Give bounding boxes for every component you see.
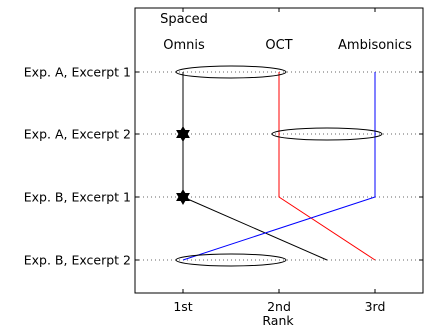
series-label: Omnis xyxy=(163,38,205,53)
tie-ellipse xyxy=(175,65,287,79)
significance-markers xyxy=(176,126,190,205)
series-line xyxy=(182,196,328,261)
significance-star xyxy=(176,193,190,205)
x-tick-labels: 1st 2nd 3rd xyxy=(173,299,385,314)
category-label: Exp. B, Excerpt 2 xyxy=(24,253,131,268)
axis-ticks xyxy=(135,8,423,293)
tie-ellipse xyxy=(271,127,383,141)
x-axis-label: Rank xyxy=(262,313,294,328)
category-label: Exp. B, Excerpt 1 xyxy=(24,190,131,205)
series-label: Ambisonics xyxy=(338,38,412,53)
x-tick-label: 1st xyxy=(173,299,192,314)
series-label: OCT xyxy=(265,38,292,53)
significance-star xyxy=(176,130,190,142)
series-labels: Spaced Omnis OCT Ambisonics xyxy=(160,12,412,53)
series-lines xyxy=(182,72,376,261)
tie-ellipses xyxy=(175,65,383,267)
series-line xyxy=(278,72,376,261)
category-label: Exp. A, Excerpt 1 xyxy=(24,65,131,80)
x-tick-label: 3rd xyxy=(365,299,386,314)
tie-ellipse xyxy=(175,253,287,267)
category-labels: Exp. A, Excerpt 1 Exp. A, Excerpt 2 Exp. B… xyxy=(24,65,131,268)
x-tick-label: 2nd xyxy=(267,299,291,314)
category-label: Exp. A, Excerpt 2 xyxy=(24,127,131,142)
series-label: Spaced xyxy=(160,12,208,27)
series-line xyxy=(182,72,376,261)
